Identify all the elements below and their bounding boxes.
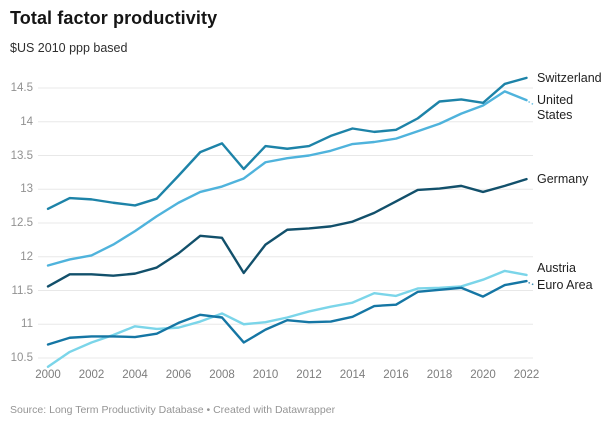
- series-line-austria: [46, 269, 528, 368]
- y-tick-label: 13.5: [10, 149, 33, 162]
- y-tick-label: 12.5: [10, 217, 33, 229]
- series-label-switzerland: Switzerland: [537, 70, 602, 85]
- series-line-united-states: [46, 90, 528, 267]
- series-label-euro-area: Euro Area: [537, 278, 593, 293]
- series-label-austria: Austria: [537, 260, 576, 275]
- label-connector-euro-area: [528, 281, 535, 286]
- label-connector-united-states: [528, 101, 535, 106]
- x-tick-label: 2018: [426, 369, 453, 381]
- y-tick-label: 10.5: [10, 352, 33, 364]
- source-note: Source: Long Term Productivity Database …: [10, 404, 336, 416]
- x-tick-label: 2006: [165, 369, 192, 381]
- y-tick-label: 11: [21, 318, 33, 331]
- x-tick-label: 2004: [122, 369, 148, 381]
- x-tick-label: 2000: [35, 369, 61, 381]
- x-tick-label: 2014: [339, 369, 366, 381]
- y-tick-label: 12: [20, 250, 33, 263]
- x-tick-label: 2020: [470, 369, 496, 381]
- x-tick-label: 2016: [383, 369, 409, 381]
- chart-title: Total factor productivity: [10, 8, 218, 28]
- x-tick-label: 2012: [296, 369, 322, 381]
- y-tick-label: 13: [20, 183, 33, 196]
- x-tick-label: 2008: [209, 369, 235, 381]
- series-line-switzerland: [46, 76, 528, 211]
- y-tick-label: 14: [20, 115, 33, 128]
- series-line-germany: [46, 177, 528, 288]
- y-tick-label: 11.5: [11, 284, 33, 297]
- series-label-germany: Germany: [537, 172, 589, 187]
- chart-subtitle: $US 2010 ppp based: [10, 41, 128, 55]
- x-tick-label: 2002: [78, 369, 105, 381]
- y-tick-label: 14.5: [10, 82, 33, 94]
- series-label-united-states: United States: [537, 93, 574, 123]
- x-tick-label: 2010: [252, 369, 279, 381]
- x-tick-label: 2022: [513, 369, 540, 381]
- series-line-euro-area: [46, 279, 528, 346]
